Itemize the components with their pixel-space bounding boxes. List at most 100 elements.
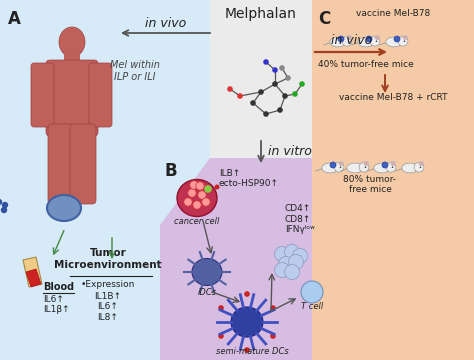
Text: vaccine Mel-B78 + rCRT: vaccine Mel-B78 + rCRT [339,93,447,102]
Circle shape [270,305,276,311]
Circle shape [334,162,344,172]
Circle shape [342,36,352,46]
FancyBboxPatch shape [89,63,112,127]
Circle shape [359,162,369,172]
Circle shape [348,41,349,42]
Text: iDCs: iDCs [198,288,217,297]
Circle shape [347,35,352,40]
Ellipse shape [322,163,338,173]
Circle shape [330,162,336,168]
Text: in vitro: in vitro [268,145,312,158]
Text: 40% tumor-free mice: 40% tumor-free mice [318,60,414,69]
Circle shape [196,182,204,190]
Circle shape [285,75,291,81]
FancyBboxPatch shape [0,0,210,360]
Circle shape [392,166,393,168]
Text: •Expression: •Expression [81,280,135,289]
Text: A: A [8,10,21,28]
Circle shape [292,91,298,97]
Ellipse shape [231,307,263,337]
Circle shape [250,100,256,106]
Polygon shape [160,158,340,360]
Text: B: B [165,162,178,180]
Circle shape [299,81,305,87]
Text: IL1B↑
IL6↑
IL8↑: IL1B↑ IL6↑ IL8↑ [94,292,121,322]
Ellipse shape [192,258,222,285]
Polygon shape [23,257,42,287]
Circle shape [215,185,219,189]
Text: Blood: Blood [43,282,74,292]
Circle shape [375,35,380,40]
Circle shape [364,161,368,166]
Text: cancer cell: cancer cell [174,217,219,226]
Ellipse shape [347,163,363,173]
Circle shape [376,41,377,42]
Text: 80% tumor-
free mice: 80% tumor- free mice [344,175,396,194]
FancyBboxPatch shape [46,60,98,136]
Circle shape [1,207,7,213]
Circle shape [263,59,269,65]
Text: ecto-HSP90↑: ecto-HSP90↑ [219,179,279,188]
Circle shape [258,89,264,95]
Circle shape [386,162,396,172]
Circle shape [218,305,224,311]
Circle shape [198,191,206,199]
Circle shape [420,166,421,168]
Circle shape [2,202,8,208]
Circle shape [277,107,283,113]
Circle shape [244,291,250,297]
Text: in vivo: in vivo [146,17,187,30]
Circle shape [419,161,423,166]
Circle shape [193,201,201,209]
Circle shape [0,199,2,205]
Text: C: C [318,10,330,28]
Ellipse shape [177,180,217,216]
Circle shape [188,189,196,197]
Ellipse shape [301,281,323,303]
Circle shape [270,333,276,339]
Ellipse shape [279,256,293,271]
Circle shape [338,36,344,42]
Circle shape [272,81,278,87]
Circle shape [340,166,341,168]
Text: semi-mature DCs: semi-mature DCs [216,347,288,356]
Circle shape [227,86,233,92]
Ellipse shape [274,247,290,261]
Circle shape [237,93,243,99]
Ellipse shape [274,262,290,278]
Circle shape [204,185,212,193]
Ellipse shape [402,163,418,173]
FancyBboxPatch shape [48,124,74,204]
Ellipse shape [59,27,85,57]
Ellipse shape [386,37,402,47]
Circle shape [272,67,278,73]
FancyBboxPatch shape [312,0,474,360]
Circle shape [414,162,424,172]
Circle shape [382,162,388,168]
Circle shape [279,65,285,71]
FancyBboxPatch shape [64,54,80,68]
Circle shape [190,181,198,189]
Circle shape [263,111,269,117]
Ellipse shape [292,248,308,264]
Ellipse shape [358,37,374,47]
FancyBboxPatch shape [31,63,54,127]
Circle shape [394,36,400,42]
Circle shape [365,166,366,168]
Circle shape [398,36,408,46]
Circle shape [202,198,210,206]
Text: Melphalan: Melphalan [225,7,297,21]
Text: ILB↑: ILB↑ [219,169,240,178]
Text: Mel within
ILP or ILI: Mel within ILP or ILI [110,60,160,82]
Text: CD4↑
CD8↑
IFNγˡᵒʷ: CD4↑ CD8↑ IFNγˡᵒʷ [285,204,315,234]
Text: in vivo: in vivo [331,34,373,47]
Ellipse shape [47,195,81,221]
Circle shape [244,347,250,353]
Text: vaccine Mel-B78: vaccine Mel-B78 [356,9,430,18]
Circle shape [391,161,395,166]
Text: Tumor
Microenvironment: Tumor Microenvironment [54,248,162,270]
Circle shape [370,36,380,46]
Ellipse shape [289,255,303,270]
Ellipse shape [284,244,300,260]
Circle shape [339,161,344,166]
